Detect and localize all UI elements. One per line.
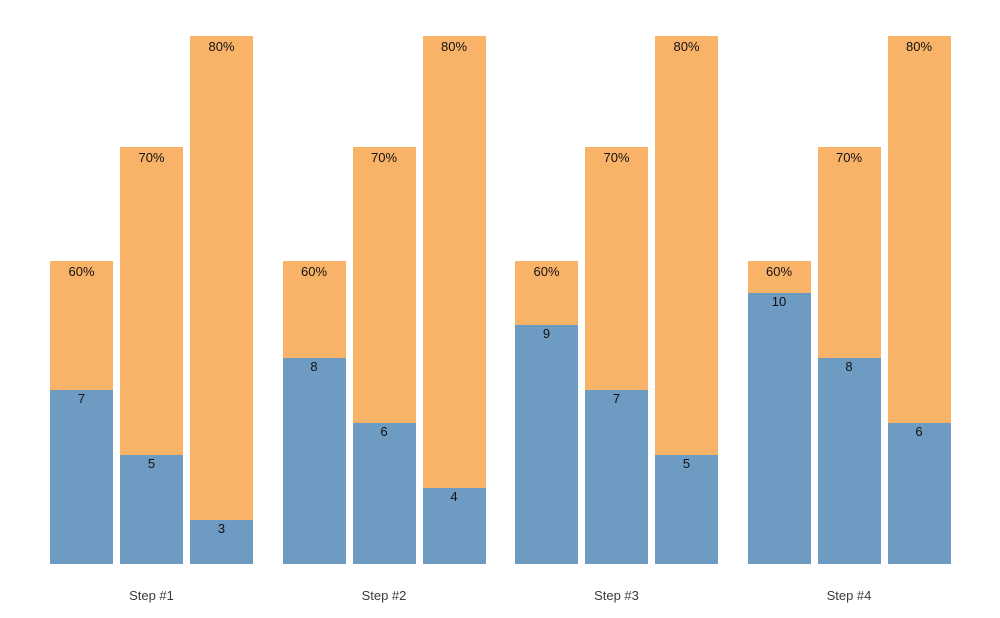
bar-step4-80: 80% 6 — [887, 36, 951, 564]
bar-step4-60: 60% 10 — [747, 261, 811, 564]
bar-segment-blue: 4 — [422, 488, 486, 564]
category-label: Step #1 — [129, 588, 174, 603]
bar-value-label: 8 — [845, 359, 853, 374]
bar-value-label: 5 — [147, 456, 156, 471]
bar-segment-blue: 6 — [887, 423, 951, 564]
bar-pct-label: 70% — [603, 150, 630, 165]
bar-segment-blue: 5 — [655, 455, 718, 564]
bar-pct-label: 60% — [533, 264, 560, 279]
bar-value-label: 6 — [380, 424, 388, 439]
bar-value-label: 9 — [542, 326, 551, 341]
category-label: Step #2 — [361, 588, 407, 603]
bar-pct-label: 80% — [673, 39, 700, 54]
bar-segment-blue: 10 — [747, 293, 811, 564]
bar-step2-80: 80% 4 — [422, 36, 486, 564]
bar-step1-60: 60% 7 — [50, 261, 113, 564]
bar-pct-label: 80% — [440, 39, 468, 54]
bar-step1-80: 80% 3 — [190, 36, 253, 564]
bar-value-label: 7 — [612, 391, 621, 406]
bar-segment-orange — [422, 36, 486, 564]
category-label: Step #4 — [826, 588, 872, 603]
category-label: Step #3 — [594, 588, 639, 603]
bar-step3-60: 60% 9 — [515, 261, 578, 564]
bar-pct-label: 60% — [68, 264, 95, 279]
bar-segment-blue: 8 — [282, 358, 346, 564]
bar-pct-label: 80% — [208, 39, 235, 54]
bar-value-label: 3 — [217, 521, 226, 536]
bar-pct-label: 70% — [370, 150, 398, 165]
bar-step3-80: 80% 5 — [655, 36, 718, 564]
bar-segment-blue: 7 — [585, 390, 648, 564]
bar-pct-label: 80% — [905, 39, 933, 54]
bar-segment-blue: 3 — [190, 520, 253, 564]
bar-step2-60: 60% 8 — [282, 261, 346, 564]
bar-pct-label: 70% — [835, 150, 863, 165]
bar-value-label: 10 — [771, 294, 787, 309]
bar-value-label: 6 — [915, 424, 923, 439]
bar-value-label: 5 — [682, 456, 691, 471]
bar-pct-label: 60% — [765, 264, 793, 279]
bar-pct-label: 70% — [138, 150, 165, 165]
bar-segment-blue: 7 — [50, 390, 113, 564]
bar-step3-70: 70% 7 — [585, 147, 648, 564]
bar-value-label: 8 — [310, 359, 318, 374]
bar-step1-70: 70% 5 — [120, 147, 183, 564]
bar-segment-blue: 8 — [817, 358, 881, 564]
bar-value-label: 7 — [77, 391, 86, 406]
bar-segment-blue: 6 — [352, 423, 416, 564]
bar-value-label: 4 — [450, 489, 458, 504]
bar-step2-70: 70% 6 — [352, 147, 416, 564]
bar-segment-blue: 5 — [120, 455, 183, 564]
bar-segment-orange — [190, 36, 253, 564]
bar-step4-70: 70% 8 — [817, 147, 881, 564]
bar-segment-blue: 9 — [515, 325, 578, 564]
bar-pct-label: 60% — [300, 264, 328, 279]
